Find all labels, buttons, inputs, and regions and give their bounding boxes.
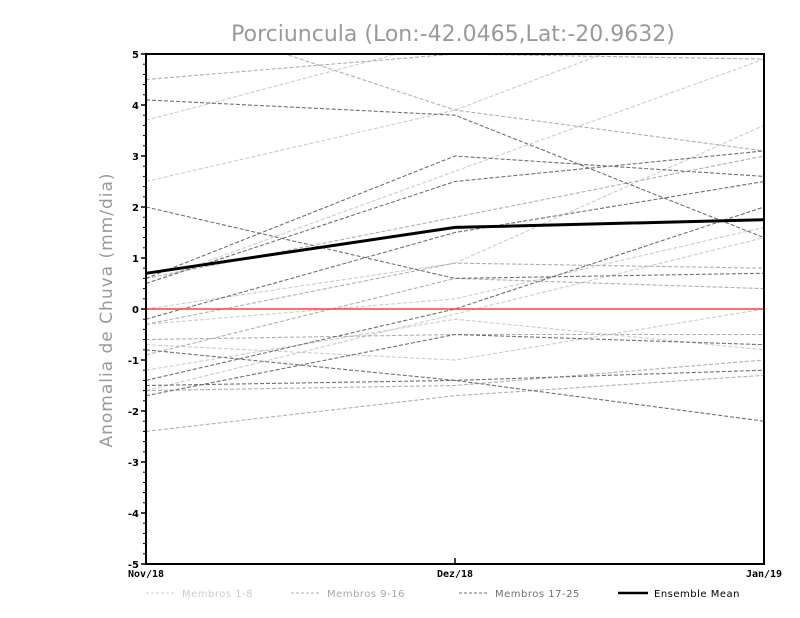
member-line-group3-3	[146, 155, 764, 279]
member-line-group3-7	[146, 349, 764, 422]
y-tick-label: -3	[128, 458, 139, 469]
member-line-group2-2	[283, 54, 764, 152]
ensemble-mean-line	[145, 218, 765, 275]
member-line-group1-6	[146, 308, 764, 361]
member-line-group3-2	[146, 206, 764, 279]
y-tick-label: 0	[132, 305, 139, 316]
y-tick-label: -5	[128, 560, 139, 571]
member-line-group3-4	[146, 150, 764, 285]
member-line-group2-5	[146, 277, 764, 356]
member-line-group3-8	[146, 369, 764, 387]
member-line-group2-7	[146, 374, 764, 432]
y-tick-label: -1	[128, 356, 139, 367]
member-line-group2-6	[146, 359, 764, 392]
y-tick-label: 4	[132, 101, 139, 112]
x-axis: Nov/18 Dez/18 Jan/19	[128, 558, 782, 580]
member-line-group1-7	[146, 318, 764, 371]
ensemble-mean-layer	[145, 218, 765, 275]
ensemble-members	[146, 54, 764, 432]
member-line-group2-8	[146, 333, 764, 341]
legend: Membros 1-8 Membros 9-16 Membros 17-25 Ense…	[146, 589, 740, 600]
y-tick-label: 5	[132, 50, 139, 61]
legend-label-members-1: Membros 1-8	[182, 589, 253, 600]
y-tick-label: 3	[132, 152, 139, 163]
member-line-group2-1	[146, 54, 764, 81]
y-tick-label: 2	[132, 203, 139, 214]
member-line-group3-1	[146, 99, 764, 239]
member-line-group1-3	[146, 58, 764, 285]
x-tick-label: Jan/19	[746, 569, 782, 580]
y-tick-label: -2	[128, 407, 139, 418]
y-tick-label: -4	[128, 509, 139, 520]
y-axis-label: Anomalia de Chuva (mm/dia)	[97, 172, 117, 447]
y-axis: 5 4 3 2 1 0 -1 -2 -3 -4 -5	[128, 50, 146, 571]
member-line-group3-9	[146, 333, 764, 397]
member-line-group1-8	[146, 237, 764, 392]
legend-label-ensemble-mean: Ensemble Mean	[654, 589, 740, 600]
y-tick-label: 1	[132, 254, 139, 265]
chart-title: Porciuncula (Lon:-42.0465,Lat:-20.9632)	[231, 22, 675, 47]
x-tick-label: Dez/18	[437, 569, 473, 580]
legend-label-members-2: Membros 9-16	[327, 589, 405, 600]
legend-label-members-3: Membros 17-25	[495, 589, 580, 600]
member-line-group1-5	[146, 226, 764, 325]
member-line-group3-5	[146, 180, 764, 320]
member-line-group3-6	[146, 206, 764, 381]
x-tick-label: Nov/18	[128, 569, 164, 580]
member-line-group1-2	[146, 54, 605, 183]
member-line-group1-1	[146, 54, 400, 121]
member-line-group2-4	[146, 262, 764, 325]
